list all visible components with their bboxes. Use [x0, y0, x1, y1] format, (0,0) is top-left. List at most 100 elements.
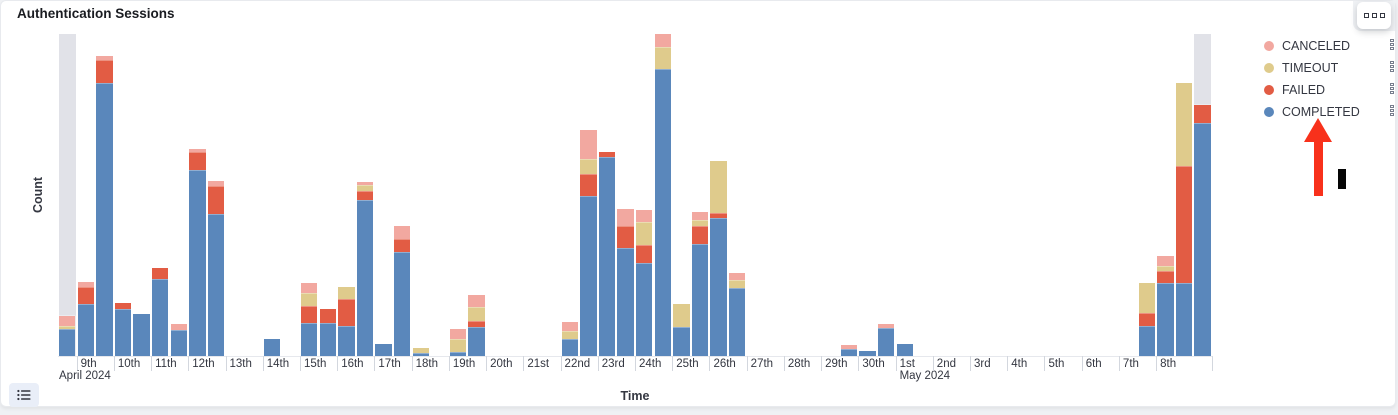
completed-segment	[654, 69, 672, 356]
bar-stack[interactable]	[729, 273, 746, 356]
bar-stack[interactable]	[877, 324, 895, 356]
bar-stack[interactable]	[133, 314, 150, 356]
failed-segment	[77, 287, 95, 304]
day-tick-label: 14th	[266, 358, 290, 370]
bar-stack[interactable]	[96, 56, 113, 356]
bar-stack[interactable]	[654, 34, 672, 356]
bar-stack[interactable]	[263, 339, 281, 356]
bar-stack[interactable]	[356, 182, 374, 356]
bar-stack[interactable]	[412, 348, 430, 356]
bar-stack[interactable]	[189, 149, 206, 356]
failed-segment	[617, 226, 634, 248]
completed-segment	[59, 329, 76, 356]
bar-stack[interactable]	[338, 287, 355, 356]
bar-stack[interactable]	[170, 324, 188, 356]
completed-segment	[1194, 123, 1211, 356]
axis-tick	[411, 356, 413, 371]
bar-stack[interactable]	[449, 329, 467, 356]
timeout-segment	[1138, 283, 1155, 313]
bar-stack[interactable]	[319, 309, 336, 356]
day-tick-label: 28th	[787, 358, 811, 370]
bar-stack[interactable]	[896, 344, 913, 356]
legend-actions-icon[interactable]	[1390, 105, 1394, 116]
legend-item-canceled[interactable]: CANCELED	[1264, 38, 1396, 54]
axis-tick	[709, 356, 711, 371]
bar-stack[interactable]	[561, 322, 578, 356]
bar-stack[interactable]	[598, 152, 616, 356]
completed-segment	[877, 328, 895, 356]
bar-stack[interactable]	[636, 210, 653, 356]
bar-stack[interactable]	[394, 226, 411, 356]
completed-segment	[300, 323, 318, 356]
failed-segment	[300, 306, 318, 323]
failed-segment	[152, 268, 169, 279]
legend-actions-icon[interactable]	[1390, 39, 1394, 50]
failed-segment	[636, 245, 653, 263]
day-tick-label: 25th	[676, 358, 699, 370]
legend-color-dot	[1264, 107, 1274, 117]
axis-tick	[1156, 356, 1158, 371]
legend-actions-icon[interactable]	[1390, 83, 1394, 94]
bar-stack[interactable]	[1157, 256, 1174, 356]
bar-stack[interactable]	[468, 295, 485, 356]
bar-stack[interactable]	[300, 283, 318, 356]
bar-stack[interactable]	[1194, 105, 1211, 356]
completed-segment	[598, 157, 616, 356]
axis-tick	[299, 356, 301, 371]
bar-stack[interactable]	[1138, 283, 1155, 356]
bar-stack[interactable]	[59, 316, 76, 356]
canceled-segment	[356, 182, 374, 185]
axis-tick	[448, 356, 450, 371]
legend-color-dot	[1264, 41, 1274, 51]
bar-stack[interactable]	[840, 345, 858, 356]
timeout-segment	[300, 293, 318, 306]
day-tick-label: 29th	[825, 358, 848, 370]
legend-item-completed[interactable]: COMPLETED	[1264, 104, 1396, 120]
day-tick-label: 19th	[452, 358, 476, 370]
legend-actions-icon[interactable]	[1390, 61, 1394, 72]
canceled-segment	[580, 130, 597, 159]
month-label: April 2024	[59, 370, 111, 382]
bar-stack[interactable]	[580, 130, 597, 356]
bar-stack[interactable]	[710, 161, 727, 356]
legend-item-failed[interactable]: FAILED	[1264, 82, 1396, 98]
bar-stack[interactable]	[375, 344, 392, 356]
failed-segment	[394, 239, 411, 252]
completed-segment	[412, 353, 430, 356]
bar-stack[interactable]	[1175, 83, 1193, 356]
axis-tick	[337, 356, 339, 371]
plot-area[interactable]	[58, 34, 1212, 356]
bar-stack[interactable]	[77, 282, 95, 356]
completed-segment	[561, 339, 578, 356]
canceled-segment	[840, 345, 858, 349]
completed-segment	[617, 248, 634, 356]
day-tick-label: 21st	[527, 358, 550, 370]
axis-tick	[970, 356, 972, 371]
legend-label: TIMEOUT	[1282, 61, 1339, 75]
day-tick-label: 2nd	[936, 358, 956, 370]
day-tick-label: 12th	[192, 358, 215, 370]
panel-title: Authentication Sessions	[17, 6, 175, 21]
failed-segment	[189, 152, 206, 170]
bar-stack[interactable]	[207, 181, 225, 356]
bar-stack[interactable]	[859, 351, 876, 356]
timeout-segment	[59, 326, 76, 329]
day-tick-label: 24th	[639, 358, 662, 370]
list-icon	[17, 389, 31, 401]
legend: CANCELED TIMEOUT FAILED COMPLETED	[1264, 38, 1396, 120]
bar-stack[interactable]	[673, 304, 690, 356]
failed-segment	[207, 186, 225, 214]
legend-toggle-button[interactable]	[9, 383, 39, 407]
bar-stack[interactable]	[152, 268, 169, 356]
canceled-segment	[59, 316, 76, 326]
axis-tick	[1118, 356, 1120, 371]
axis-tick	[932, 356, 934, 371]
partial-bucket-bar	[58, 34, 76, 356]
bar-stack[interactable]	[691, 212, 709, 356]
panel-options-button[interactable]	[1357, 2, 1391, 29]
bar-stack[interactable]	[617, 209, 634, 356]
failed-segment	[114, 303, 132, 309]
axis-tick	[597, 356, 599, 371]
bar-stack[interactable]	[114, 303, 132, 356]
legend-item-timeout[interactable]: TIMEOUT	[1264, 60, 1396, 76]
